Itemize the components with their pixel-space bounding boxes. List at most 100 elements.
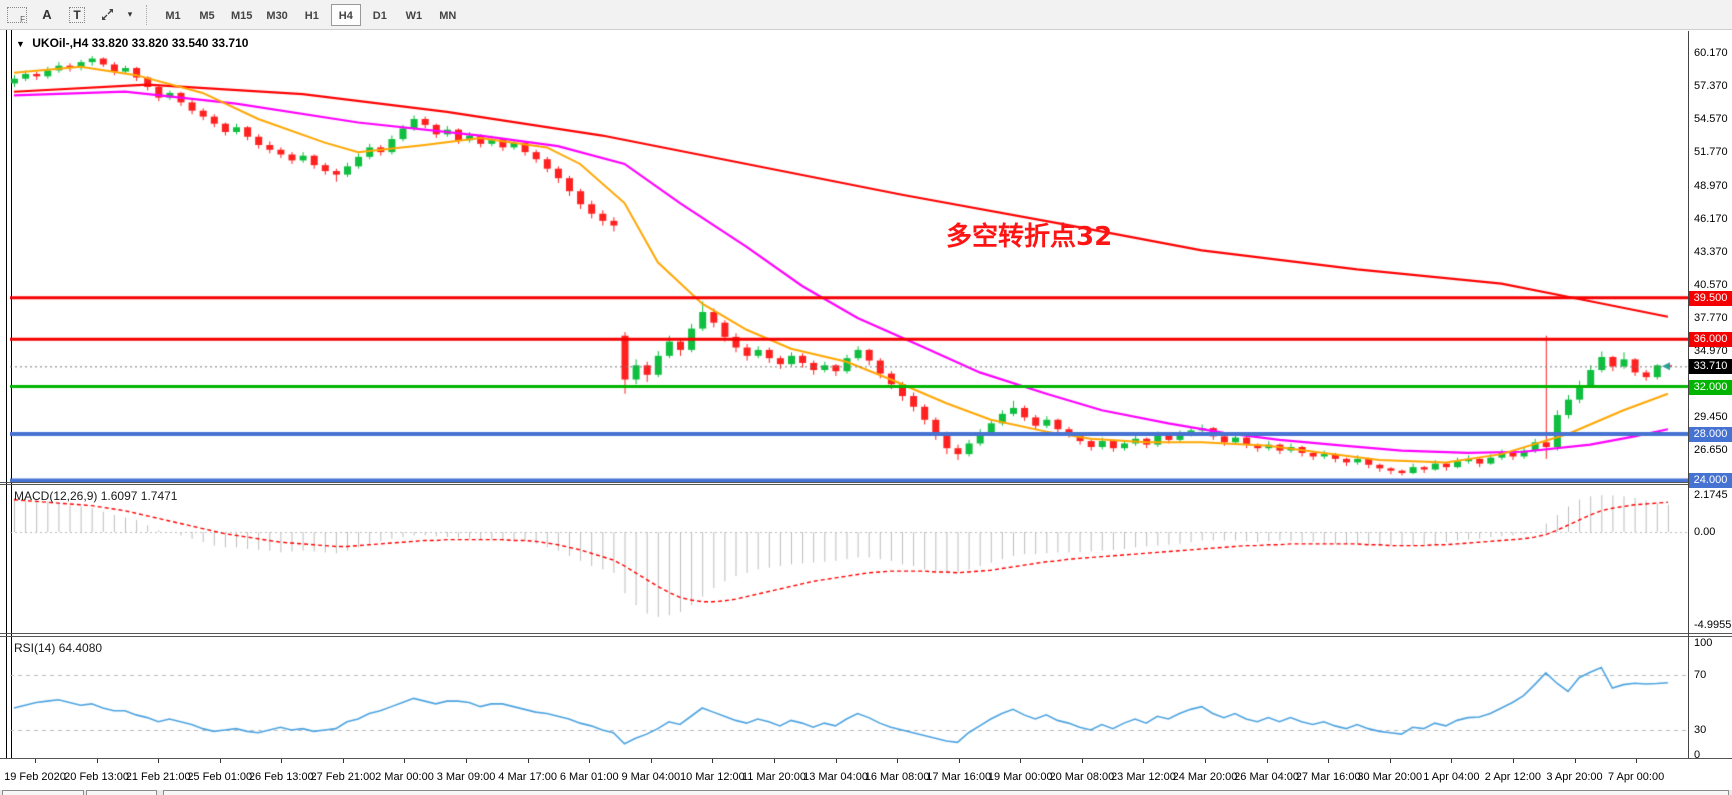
macd-main-value: 1.6097 [100, 489, 138, 503]
indicator-axis-label: 30 [1694, 724, 1707, 736]
bottom-tab-1[interactable] [2, 790, 84, 795]
indicator-axis-label: 0 [1694, 749, 1701, 761]
ohlc-values-label: 33.820 33.820 33.540 33.710 [91, 36, 249, 50]
price-axis-separator [1688, 31, 1689, 758]
time-axis-label: 20 Feb 13:00 [64, 771, 129, 783]
time-axis-label: 2 Apr 12:00 [1484, 771, 1542, 783]
time-axis-tick [1266, 759, 1268, 763]
price-badge-39.500: 39.500 [1689, 290, 1732, 306]
time-axis-tick [589, 759, 591, 763]
time-axis-tick [96, 759, 98, 763]
time-axis-tick [342, 759, 344, 763]
panel-separator[interactable] [0, 633, 1732, 634]
price-badge-28.000: 28.000 [1689, 426, 1732, 442]
bottom-tab-2[interactable] [86, 790, 157, 795]
price-tick-label: 48.970 [1694, 179, 1728, 192]
time-axis-tick [958, 759, 960, 763]
time-axis-label: 19 Feb 2020 [4, 771, 66, 783]
profile-f-glyph: F [20, 14, 25, 24]
profile-f-icon[interactable]: F [4, 4, 30, 26]
timeframe-m15-button[interactable]: M15 [226, 4, 257, 26]
rsi-panel-canvas[interactable] [10, 637, 1688, 758]
price-tick-label: 60.170 [1694, 47, 1728, 59]
cursor-arrows-glyph [101, 9, 113, 20]
price-tick-label: 37.770 [1694, 312, 1728, 325]
panel-separator [0, 636, 1732, 637]
text-t-icon[interactable]: T [64, 4, 90, 26]
time-axis-label: 27 Feb 21:00 [310, 771, 376, 783]
indicator-axis-label: -4.9955 [1694, 619, 1732, 631]
macd-panel-canvas[interactable] [10, 484, 1688, 632]
time-axis-label: 1 Apr 04:00 [1423, 771, 1480, 783]
dropdown-caret-icon[interactable]: ▾ [127, 9, 133, 19]
time-axis-label: 26 Mar 04:00 [1234, 771, 1300, 783]
time-axis-tick [1574, 759, 1576, 763]
main-chart-canvas[interactable] [10, 31, 1688, 482]
symbol-timeframe-label: UKOil-,H4 [32, 36, 89, 50]
price-tick-label: 43.370 [1694, 245, 1728, 258]
timeframe-h1-button[interactable]: H1 [297, 4, 327, 26]
price-tick-label: 40.570 [1694, 279, 1728, 292]
chart-text-annotation[interactable]: 多空转折点32 [946, 222, 1113, 252]
macd-indicator-label: MACD(12,26,9) 1.6097 1.7471 [14, 489, 178, 503]
time-axis-label: 27 Mar 16:00 [1295, 771, 1361, 783]
collapse-triangle-icon[interactable]: ▼ [16, 39, 25, 49]
macd-signal-value: 1.7471 [140, 489, 178, 503]
indicator-axis-label: 100 [1694, 637, 1713, 649]
time-axis-tick [1389, 759, 1391, 763]
time-axis-label: 9 Mar 04:00 [621, 771, 681, 783]
time-axis-tick [773, 759, 775, 763]
time-axis-label: 23 Mar 12:00 [1111, 771, 1176, 783]
bottom-tab-strip [0, 790, 1732, 795]
time-axis-label: 17 Mar 16:00 [926, 771, 992, 783]
price-badge-24.000: 24.000 [1689, 473, 1732, 488]
font-a-icon[interactable]: A [42, 7, 52, 22]
price-badge-33.710: 33.710 [1689, 359, 1732, 375]
timeframe-m30-button[interactable]: M30 [261, 4, 292, 26]
panel-separator[interactable] [0, 482, 1732, 483]
toolbar: F A T ▾ M1 M5 M15 M30 H1 H4 D1 W1 MN [0, 0, 1732, 30]
time-axis-tick [897, 759, 899, 763]
time-axis-label: 24 Mar 20:00 [1172, 771, 1238, 783]
price-tick-label: 29.450 [1694, 410, 1728, 423]
price-tick-label: 46.170 [1694, 212, 1728, 225]
time-axis-tick [527, 759, 529, 763]
time-axis-label: 2 Mar 00:00 [375, 771, 434, 783]
time-axis-tick [650, 759, 652, 763]
time-axis-tick [835, 759, 837, 763]
timeframe-m1-button[interactable]: M1 [158, 4, 188, 26]
time-axis-tick [1205, 759, 1207, 763]
time-axis-label: 4 Mar 17:00 [498, 771, 557, 783]
price-badge-36.000: 36.000 [1689, 332, 1732, 348]
price-tick-label: 34.970 [1694, 345, 1728, 358]
time-axis-label: 19 Mar 00:00 [987, 771, 1053, 783]
time-axis-label: 25 Feb 01:00 [187, 771, 253, 783]
time-axis-tick [281, 759, 283, 763]
indicator-axis-label: 2.1745 [1694, 489, 1728, 501]
time-axis-label: 21 Feb 21:00 [125, 771, 191, 783]
time-axis[interactable]: 19 Feb 2020 20 Feb 13:00 21 Feb 21:00 25 Fe… [0, 758, 1732, 791]
time-axis-tick [158, 759, 160, 763]
time-axis-tick [219, 759, 221, 763]
timeframe-d1-button[interactable]: D1 [365, 4, 395, 26]
price-badge-32.000: 32.000 [1689, 379, 1732, 395]
time-axis-label: 30 Mar 20:00 [1357, 771, 1423, 783]
time-axis-tick [1636, 759, 1638, 763]
timeframe-mn-button[interactable]: MN [433, 4, 463, 26]
time-axis-label: 11 Mar 20:00 [741, 771, 806, 783]
timeframe-h4-button[interactable]: H4 [330, 3, 361, 26]
time-axis-tick [1451, 759, 1453, 763]
time-axis-label: 3 Mar 09:00 [436, 771, 496, 783]
time-axis-tick [466, 759, 468, 763]
timeframe-m5-button[interactable]: M5 [192, 4, 222, 26]
timeframe-w1-button[interactable]: W1 [399, 4, 429, 26]
bottom-tab-3[interactable] [163, 790, 1729, 795]
time-axis-label: 7 Apr 00:00 [1607, 771, 1665, 783]
time-axis-tick [712, 759, 714, 763]
price-tick-label: 54.570 [1694, 113, 1728, 126]
indicator-axis-label: 0.00 [1694, 526, 1716, 538]
time-axis-label: 26 Feb 13:00 [248, 771, 314, 783]
price-tick-label: 51.770 [1694, 146, 1728, 159]
cursor-arrows-icon[interactable] [94, 4, 120, 26]
